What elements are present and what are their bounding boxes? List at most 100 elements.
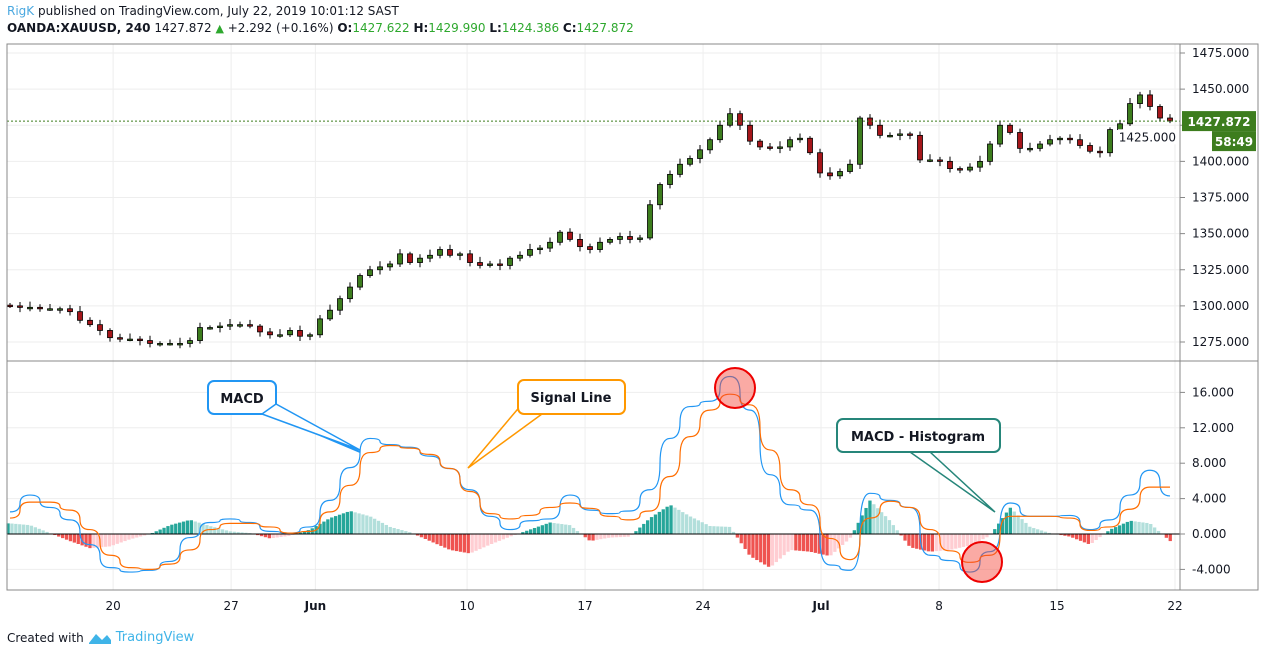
signal-line: [9, 393, 1170, 571]
histogram-bar: [844, 534, 849, 542]
histogram-bar: [439, 534, 443, 546]
histogram-bar: [825, 534, 829, 556]
histogram-bar: [731, 531, 736, 534]
histogram-bar: [392, 528, 396, 534]
histogram-bar: [486, 534, 490, 546]
last-price: 1427.872: [154, 21, 212, 35]
price-tick-label: 1400.000: [1192, 154, 1249, 168]
histogram-bar: [357, 513, 361, 534]
x-tick-label: 22: [1167, 599, 1182, 613]
histogram-bar: [903, 534, 907, 541]
histogram-bar: [474, 534, 478, 551]
candle-body: [567, 231, 573, 240]
histogram-bar: [685, 514, 689, 534]
histogram-bar: [100, 534, 104, 548]
histogram-bar: [544, 523, 548, 534]
histogram-bar: [447, 534, 451, 550]
last-price-tag: [1182, 111, 1256, 132]
histogram-bar: [560, 524, 564, 534]
macd-tick-label: 12.000: [1192, 421, 1234, 435]
macd-callout-pointer: [260, 403, 361, 451]
histogram-bar: [25, 524, 30, 534]
candle-body: [817, 152, 823, 174]
histogram-bar: [6, 523, 10, 534]
histogram-bar: [72, 534, 76, 543]
price-tick-label: 1375.000: [1192, 191, 1249, 205]
histogram-bar: [540, 525, 544, 534]
open-value: 1427.622: [352, 21, 410, 35]
histogram-bar: [1078, 534, 1083, 541]
candle-body: [367, 269, 373, 276]
candle-body: [327, 309, 333, 320]
candle-body: [907, 133, 913, 136]
x-tick-label: 24: [695, 599, 710, 613]
histogram-bar: [423, 534, 427, 540]
histogram-bar: [911, 534, 915, 548]
candle-body: [587, 246, 593, 250]
histogram-bar: [435, 534, 439, 545]
histogram-bar: [1036, 529, 1040, 534]
histogram-bar: [1086, 534, 1090, 544]
histogram-bar: [380, 522, 385, 534]
histogram-bar: [14, 523, 18, 534]
histogram-bar: [213, 527, 217, 534]
histogram-bar: [337, 514, 342, 534]
histogram-bar: [232, 531, 236, 534]
histogram-bar: [1008, 507, 1012, 534]
candle-body: [267, 331, 273, 336]
histogram-bar: [1094, 534, 1098, 541]
histogram-bar: [607, 534, 611, 538]
histogram-bar: [1168, 534, 1172, 542]
histogram-bar: [189, 520, 193, 534]
histogram-bar: [201, 523, 205, 534]
price-tick-label: 1425.000: [1119, 130, 1176, 144]
macd-lines: [9, 375, 1171, 573]
highlight-circle-trough: [961, 541, 1003, 583]
histogram-bar: [626, 534, 630, 537]
high-label: H:: [413, 21, 429, 35]
histogram-bar: [872, 504, 876, 534]
candle-body: [357, 275, 363, 288]
histogram-bar: [1020, 519, 1024, 534]
histogram-bar: [466, 534, 470, 554]
histogram-bar: [302, 531, 307, 534]
histogram-bar: [61, 534, 65, 539]
histogram-bar: [1032, 528, 1036, 534]
histogram-bar: [786, 534, 790, 552]
histogram-bar: [977, 534, 981, 542]
countdown-text: 58:49: [1215, 135, 1253, 149]
candle-body: [17, 305, 23, 308]
histogram-bar: [1145, 522, 1149, 534]
histogram-bar: [595, 534, 599, 540]
histogram-bar: [642, 523, 646, 534]
candle-body: [507, 257, 513, 266]
candle-body: [867, 117, 873, 126]
candle-body: [317, 318, 323, 336]
histogram-bar: [454, 534, 459, 552]
candle-body: [697, 149, 703, 159]
candle-body: [887, 134, 893, 138]
macd-tick-label: 4.000: [1192, 492, 1226, 506]
author-link[interactable]: RigK: [7, 4, 35, 18]
chart-border: [6, 43, 1259, 591]
histogram-bar: [1090, 534, 1094, 543]
histogram-bar: [404, 531, 408, 534]
histogram-bar: [22, 524, 26, 534]
histogram-bar: [973, 534, 977, 543]
candle-body: [727, 113, 733, 126]
candle-body: [997, 124, 1003, 145]
histogram-bar: [306, 530, 310, 534]
histogram-bar: [509, 534, 513, 537]
macd-tick-label: 16.000: [1192, 385, 1234, 399]
symbol-legend: OANDA:XAUUSD, 240 1427.872 ▲ +2.292 (+0.…: [7, 21, 634, 35]
candle-body: [827, 172, 833, 177]
histogram-bar: [334, 516, 338, 534]
candle-body: [537, 247, 543, 250]
price-tick-label: 1300.000: [1192, 299, 1249, 313]
histogram-bar: [53, 534, 57, 536]
candle-body: [387, 263, 393, 268]
tradingview-brand-link[interactable]: TradingView: [115, 630, 195, 645]
histogram-bar: [591, 534, 595, 541]
histogram-bar: [123, 534, 127, 542]
